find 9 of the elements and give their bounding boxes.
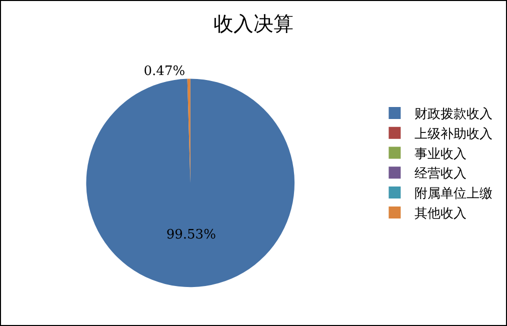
legend-label: 其他收入 (414, 206, 467, 222)
data-label: 0.47% (144, 64, 186, 79)
legend-label: 事业收入 (414, 146, 467, 162)
chart-title: 收入决算 (214, 12, 294, 36)
legend-label: 上级补助收入 (414, 126, 493, 142)
data-label: 99.53% (166, 228, 216, 243)
legend-label: 附属单位上缴 (414, 186, 493, 202)
legend-label: 经营收入 (414, 166, 467, 182)
legend-label: 财政拨款收入 (414, 107, 493, 122)
